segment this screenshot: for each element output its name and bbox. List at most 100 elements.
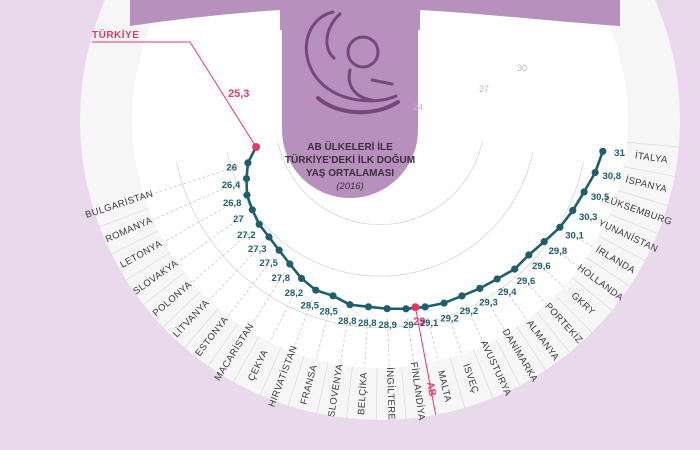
scale-label-24: 24 [413, 102, 423, 112]
band-separator [233, 336, 260, 383]
band-separator [401, 367, 407, 419]
data-point [599, 147, 607, 155]
spoke [387, 318, 390, 368]
band-separator [623, 166, 675, 177]
value-label: 28,8 [338, 316, 357, 327]
turkiye-label: TÜRKİYE [92, 28, 139, 41]
data-points [242, 143, 607, 313]
value-label: 29,2 [460, 306, 479, 317]
spoke [247, 272, 285, 331]
band-separator [375, 367, 378, 420]
value-label: 26,4 [222, 180, 241, 191]
title-line-2: TÜRKİYE'DEKİ İLK DOĞUM [285, 153, 415, 166]
value-label: 28,2 [285, 288, 304, 299]
data-point [364, 303, 372, 311]
value-label: 30,5 [591, 192, 610, 203]
country-label: İTALYA [634, 150, 668, 166]
spoke [484, 296, 507, 334]
value-label: 27,8 [272, 273, 291, 284]
band-separator [346, 366, 353, 419]
spoke [427, 316, 439, 362]
data-point [458, 292, 466, 300]
data-point [556, 223, 564, 231]
radial-grid [99, 141, 679, 420]
value-label: 29,1 [420, 318, 439, 329]
band-separator [99, 207, 149, 228]
value-label: 29,3 [479, 298, 498, 309]
spoke [152, 182, 238, 221]
band-separator [598, 235, 646, 262]
value-label: 29 [403, 320, 414, 331]
value-label: 30,8 [603, 171, 622, 182]
value-label: 31 [614, 148, 625, 159]
scale-label-30: 30 [517, 63, 527, 73]
band-separator [449, 357, 466, 408]
band-separator [207, 323, 239, 367]
data-point [476, 284, 484, 292]
band-separator [495, 339, 521, 386]
spoke [465, 304, 486, 346]
data-point [265, 233, 273, 241]
country-label: İNGİLTERE [384, 367, 397, 420]
highlight-markers: TÜRKİYE 25,3 29 AB [92, 28, 438, 415]
data-point [493, 275, 501, 283]
data-point [255, 220, 263, 228]
data-point [243, 191, 251, 199]
turkiye-point [252, 143, 261, 151]
spoke [521, 276, 547, 305]
value-label: 28,5 [319, 307, 338, 318]
data-point [244, 159, 252, 167]
spoke [339, 314, 349, 365]
data-point [297, 274, 306, 282]
data-point [440, 299, 448, 307]
spoke [292, 299, 313, 353]
band-separator [162, 290, 201, 328]
data-point [346, 301, 354, 309]
turkiye-leader-line [92, 41, 257, 148]
band-separator [111, 230, 159, 255]
value-label: 29,2 [440, 314, 459, 325]
value-label: 29,6 [532, 261, 551, 272]
data-point [580, 188, 588, 196]
spoke [315, 305, 331, 360]
value-label: 29,4 [498, 287, 517, 298]
value-label: 27 [233, 214, 244, 225]
scale-labels: 24 27 30 [413, 63, 527, 112]
ab-label: AB [424, 381, 437, 397]
spoke [502, 286, 528, 320]
band-separator [536, 311, 571, 353]
spoke [552, 247, 580, 268]
value-label: 26,8 [223, 198, 242, 209]
data-point [312, 286, 320, 294]
band-separator [472, 349, 494, 399]
value-label: 29,8 [549, 246, 568, 257]
value-label: 28,8 [358, 318, 377, 329]
data-point [525, 251, 533, 259]
value-label: 26 [226, 163, 237, 174]
spoke [176, 215, 245, 263]
ab-point [411, 303, 420, 312]
band-separator [626, 141, 679, 148]
value-labels: 26 26,4 26,8 27 27,2 27,3 27,5 27,8 28,2 28,528,5… [222, 148, 626, 331]
data-point [510, 265, 519, 273]
spoke [192, 230, 252, 283]
value-label: 27,3 [248, 244, 267, 255]
band-separator [609, 213, 658, 235]
band-separator [259, 347, 282, 396]
data-point [329, 292, 337, 300]
value-label: 30,3 [579, 212, 598, 223]
title-tab: AB ÜLKELERİ İLE TÜRKİYE'DEKİ İLK DOĞUM Y… [282, 0, 418, 198]
data-point [591, 168, 599, 177]
data-point [421, 303, 429, 311]
spoke [209, 244, 263, 301]
title-year: (2016) [336, 181, 363, 192]
band-separator [316, 362, 329, 414]
value-label: 28,9 [378, 320, 397, 331]
spoke [227, 257, 274, 317]
spoke [364, 316, 369, 368]
data-point [248, 206, 256, 214]
value-label: 27,2 [237, 230, 256, 241]
spoke [163, 199, 239, 243]
data-point [286, 260, 294, 268]
